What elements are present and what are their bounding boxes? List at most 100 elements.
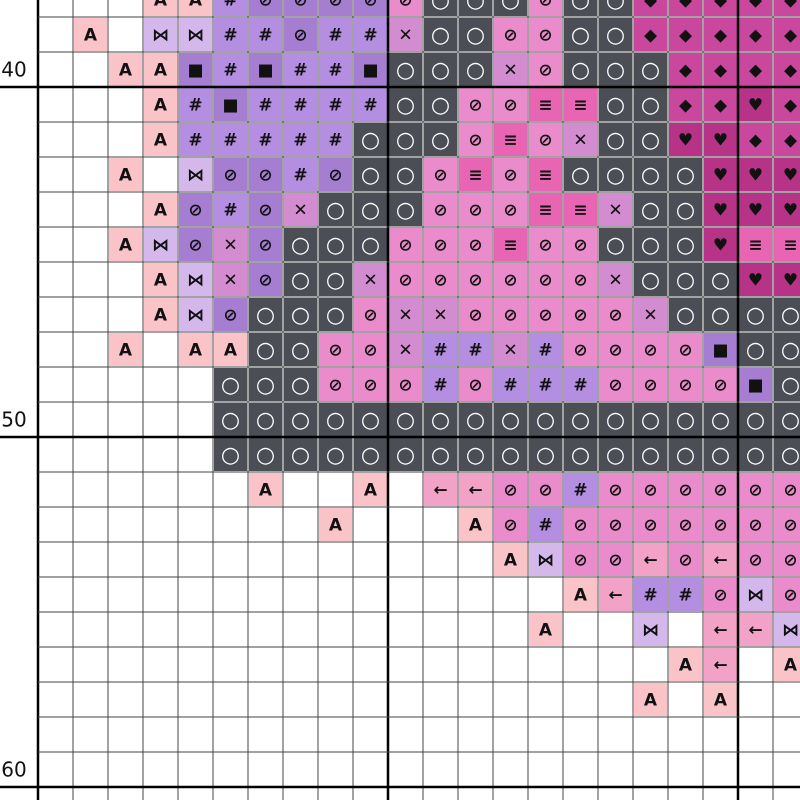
cell [669, 88, 702, 121]
cell-symbol: ○ [326, 303, 345, 328]
cell-symbol: ○ [291, 303, 310, 328]
cell [704, 368, 737, 401]
cell-symbol: ⊘ [433, 271, 447, 291]
cell [634, 473, 667, 506]
cell [494, 508, 527, 541]
cell-symbol: ○ [466, 0, 485, 13]
cell-symbol: ✕ [223, 236, 237, 256]
cell-symbol: ○ [466, 408, 485, 433]
cell [319, 508, 352, 541]
cell [109, 53, 142, 86]
cell [249, 158, 282, 191]
cell-symbol: ○ [396, 408, 415, 433]
cell-symbol: ⊘ [608, 551, 622, 571]
cell-symbol: ○ [256, 338, 275, 363]
cell [494, 368, 527, 401]
cell-symbol: A [224, 341, 238, 361]
cell-symbol: # [293, 61, 307, 81]
cell [319, 123, 352, 156]
cell-symbol: ○ [326, 443, 345, 468]
cell-symbol: ◆ [749, 131, 763, 151]
cell [529, 158, 562, 191]
cell-symbol: ○ [641, 58, 660, 83]
cell [284, 53, 317, 86]
cell [249, 333, 282, 366]
cell [599, 403, 632, 436]
cell [424, 403, 457, 436]
cell [494, 123, 527, 156]
cell [354, 333, 387, 366]
cell-symbol: ⊘ [643, 516, 657, 536]
cell [739, 88, 772, 121]
cell-symbol: ○ [606, 93, 625, 118]
cell-symbol: ⊘ [363, 341, 377, 361]
cell-symbol: ○ [606, 128, 625, 153]
cell-symbol: ○ [431, 58, 450, 83]
cell [354, 263, 387, 296]
cell-symbol: ⊘ [468, 271, 482, 291]
cell [564, 578, 597, 611]
cell-symbol: ○ [256, 303, 275, 328]
cell [704, 403, 737, 436]
cell-symbol: ○ [431, 443, 450, 468]
cell [494, 88, 527, 121]
cell [774, 543, 800, 576]
cell-symbol: ⊘ [748, 481, 762, 501]
cell [599, 438, 632, 471]
cell-symbol: ○ [571, 443, 590, 468]
cell-symbol: ○ [711, 268, 730, 293]
cell [424, 123, 457, 156]
cell [459, 158, 492, 191]
cell [564, 368, 597, 401]
cell [494, 0, 527, 16]
cell-symbol: ○ [291, 268, 310, 293]
cell [634, 228, 667, 261]
cell-symbol: ○ [466, 58, 485, 83]
cell [284, 333, 317, 366]
cell-symbol: ≡ [573, 96, 587, 116]
cell-symbol: ○ [641, 233, 660, 258]
cell-symbol: ○ [291, 443, 310, 468]
cell-symbol: ⊘ [783, 516, 797, 536]
cell [494, 473, 527, 506]
cell-symbol: ✕ [608, 271, 622, 291]
cell-symbol: ← [713, 621, 727, 641]
cell-symbol: ○ [466, 23, 485, 48]
cell-symbol: ⊘ [328, 341, 342, 361]
cell [634, 263, 667, 296]
cell [599, 228, 632, 261]
cell [634, 543, 667, 576]
cell [529, 193, 562, 226]
cell-symbol: ⊘ [363, 376, 377, 396]
cell [739, 158, 772, 191]
cell-symbol: ⊘ [188, 201, 202, 221]
cell-symbol: ⊘ [223, 306, 237, 326]
cell [564, 298, 597, 331]
cell-symbol: ← [713, 656, 727, 676]
cell-symbol: ⊘ [503, 306, 517, 326]
cell [459, 508, 492, 541]
cell-symbol: ○ [291, 408, 310, 433]
cell-symbol: ○ [361, 233, 380, 258]
row-label: 50 [1, 408, 26, 432]
cell-symbol: ○ [711, 408, 730, 433]
cell-symbol: # [293, 131, 307, 151]
cell [179, 298, 212, 331]
cell-symbol: ○ [606, 23, 625, 48]
cell [389, 193, 422, 226]
cell [774, 438, 800, 471]
cell-symbol: ♥ [713, 131, 728, 151]
cell [424, 18, 457, 51]
cell-symbol: ⊘ [538, 131, 552, 151]
cell-symbol: ♥ [713, 201, 728, 221]
cell-symbol: ← [608, 586, 622, 606]
cell [214, 333, 247, 366]
cell-symbol: ← [643, 551, 657, 571]
cell [144, 18, 177, 51]
cell [704, 438, 737, 471]
cell [669, 298, 702, 331]
cell [529, 123, 562, 156]
cell-symbol: ■ [257, 61, 273, 81]
cell [529, 368, 562, 401]
cell-symbol: ⋈ [642, 621, 659, 641]
